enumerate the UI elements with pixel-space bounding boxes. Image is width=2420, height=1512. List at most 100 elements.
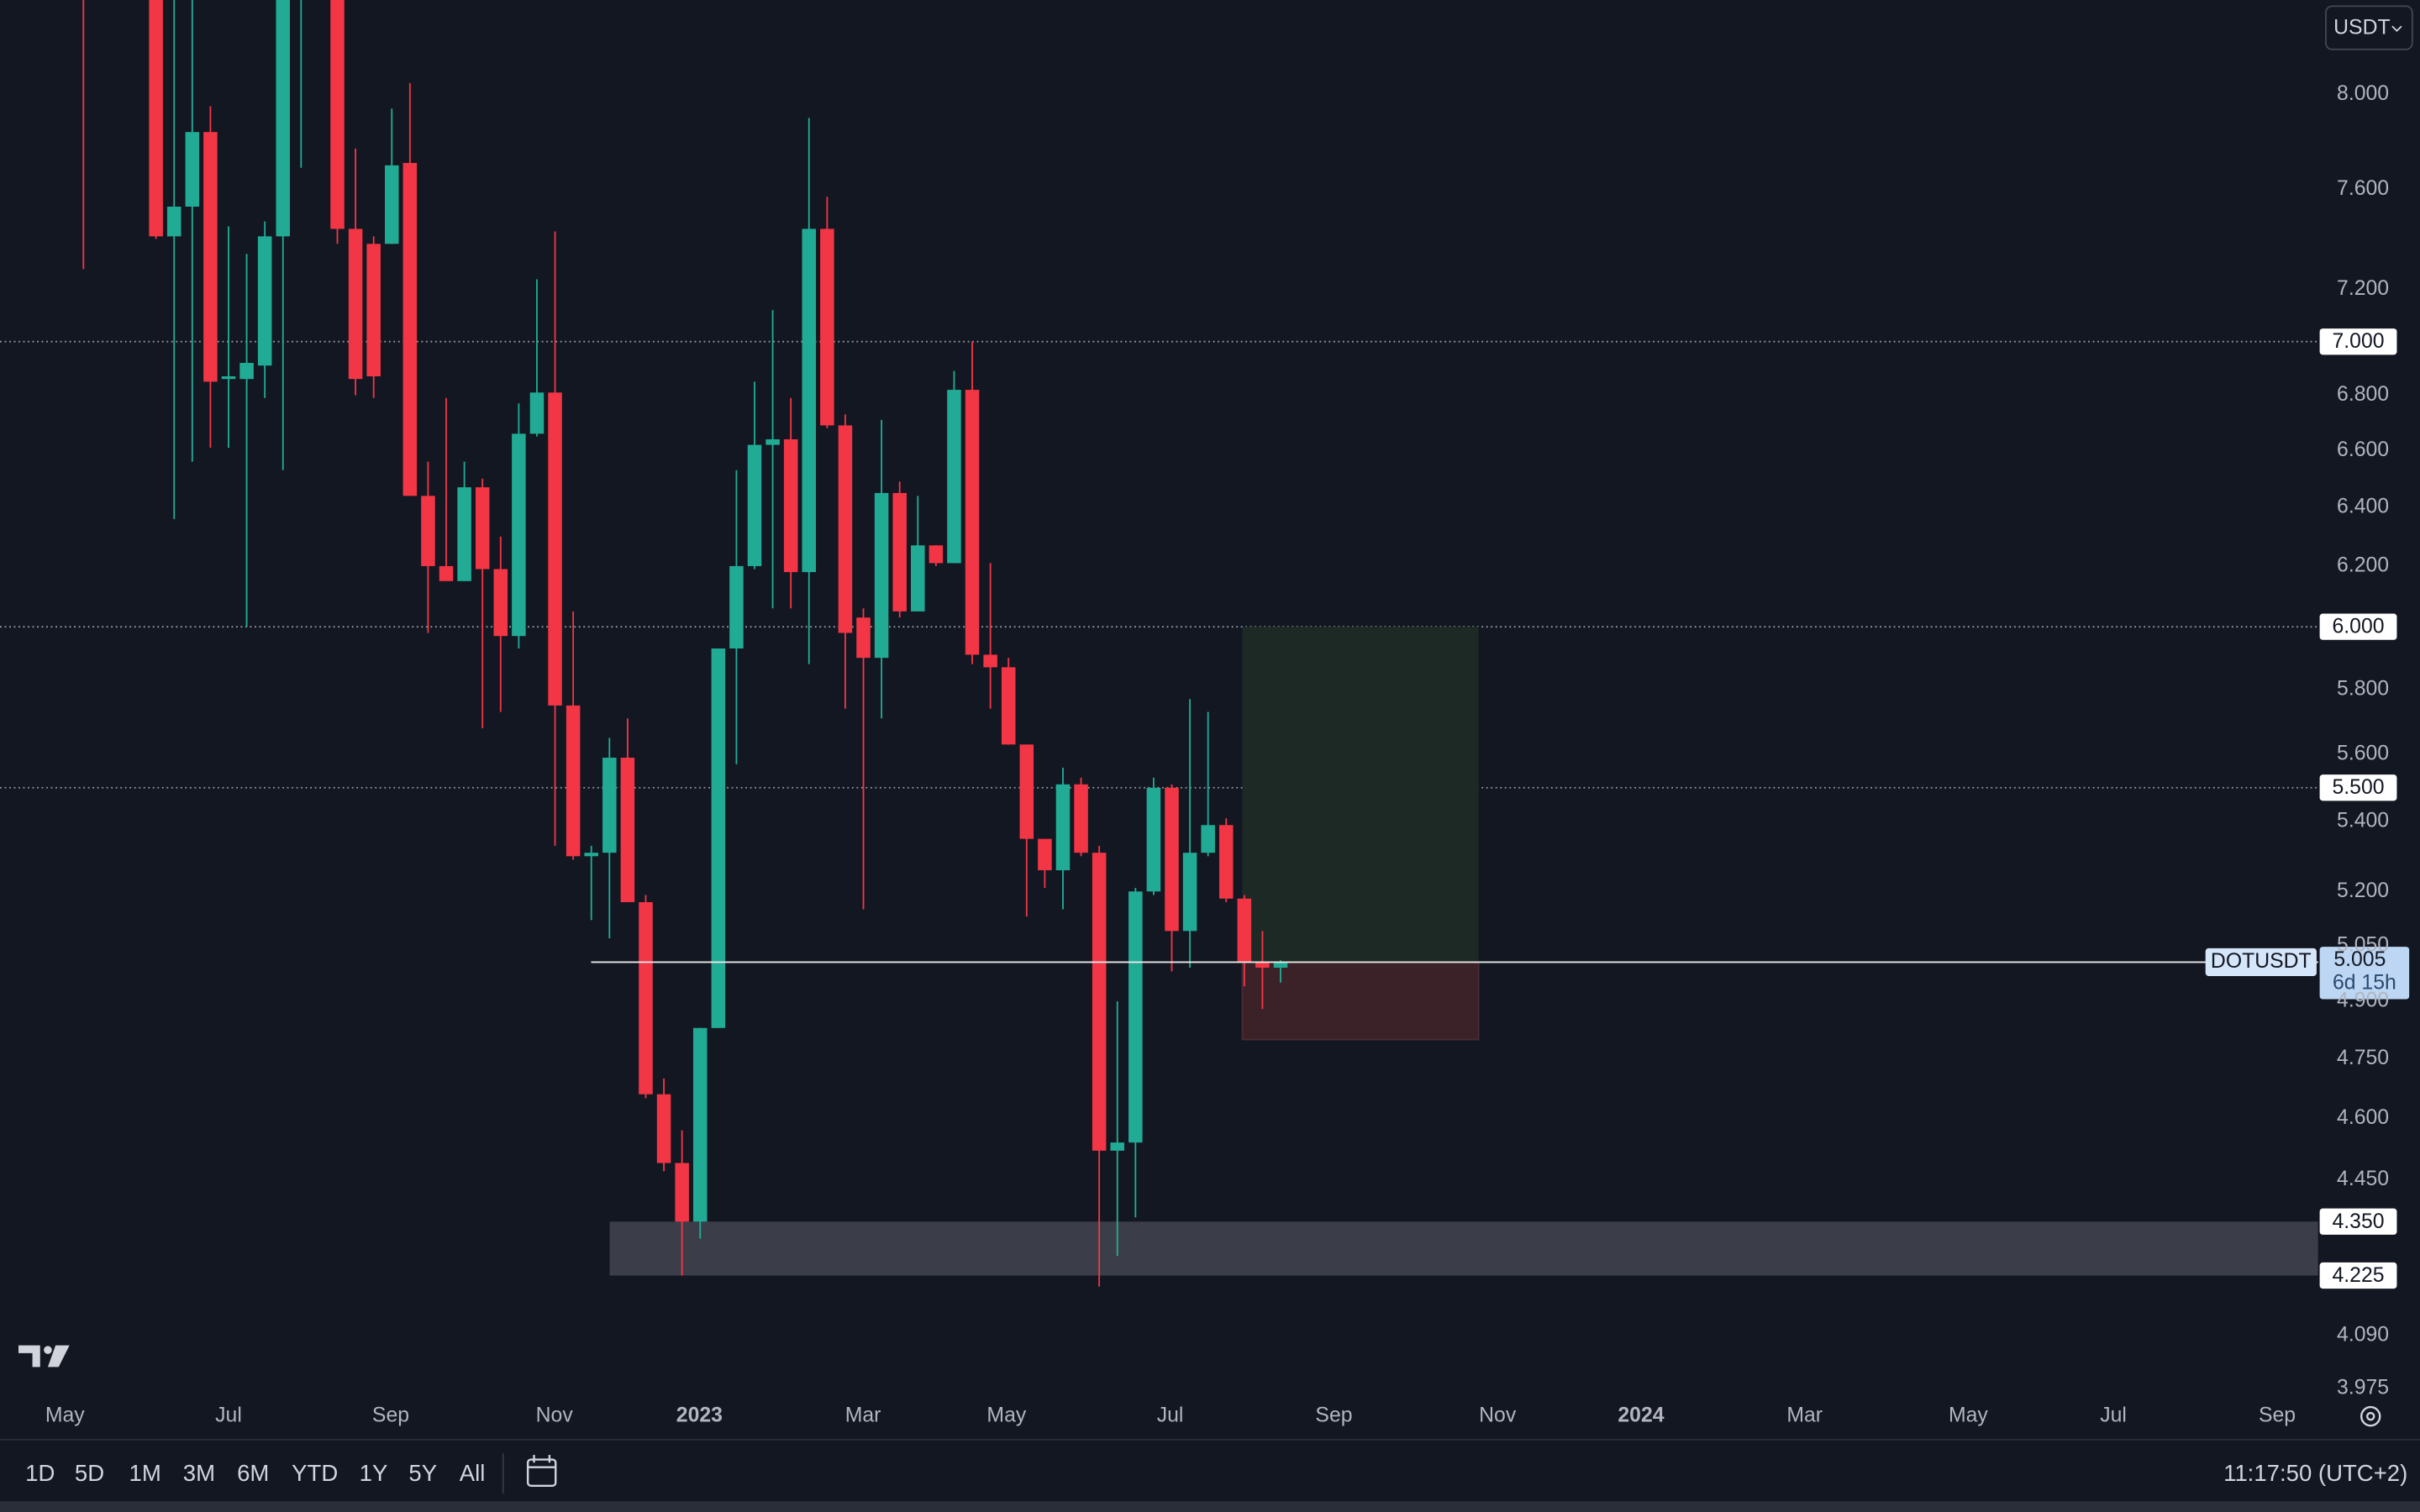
y-tick-label: 4.750 bbox=[2337, 1047, 2389, 1069]
position-target bbox=[1242, 627, 1479, 963]
candle-body bbox=[1218, 825, 1234, 899]
candle-body bbox=[529, 392, 544, 434]
candle-body bbox=[239, 363, 254, 380]
x-tick-label: Sep bbox=[2259, 1404, 2296, 1427]
currency-button[interactable] bbox=[2325, 5, 2413, 50]
candle-body bbox=[1146, 787, 1161, 892]
candle-body bbox=[911, 545, 925, 612]
candle-body bbox=[656, 1094, 671, 1163]
candle-body bbox=[1038, 838, 1052, 871]
candle-body bbox=[620, 758, 635, 903]
zone-bottom-label: 4.225 bbox=[2333, 1264, 2385, 1287]
candle-body bbox=[783, 438, 798, 573]
x-tick-label: Nov bbox=[1479, 1404, 1517, 1427]
candle-body bbox=[965, 390, 980, 655]
x-tick-label: May bbox=[45, 1404, 85, 1427]
overlay: 7.000 6.000 5.500 4.350 4.225 DOTUSDT 5.0056d … bbox=[591, 5, 2413, 1289]
candle-body bbox=[1201, 825, 1215, 853]
candle-body bbox=[276, 0, 291, 237]
clock: 11:17:50 (UTC+2) bbox=[2223, 1460, 2407, 1486]
candle-body bbox=[402, 162, 418, 496]
candle-body bbox=[1055, 784, 1071, 871]
candle-body bbox=[747, 444, 762, 566]
range-button[interactable]: 5Y bbox=[408, 1460, 437, 1486]
candle-body bbox=[512, 433, 526, 637]
zone-top-label-box bbox=[2319, 1208, 2397, 1235]
candle-body bbox=[1273, 962, 1288, 969]
candle-body bbox=[1165, 787, 1179, 932]
candle-body bbox=[566, 705, 581, 857]
level-label: 5.500 bbox=[2333, 776, 2385, 799]
candle-body bbox=[166, 206, 182, 237]
y-tick-label: 5.050 bbox=[2337, 933, 2389, 956]
range-button[interactable]: 1D bbox=[25, 1460, 55, 1486]
candle-body bbox=[493, 569, 508, 637]
countdown-label: 6d 15h bbox=[2333, 972, 2396, 995]
candle-body bbox=[838, 425, 853, 633]
candle-body bbox=[457, 487, 471, 581]
candle-body bbox=[983, 654, 997, 668]
candle-body bbox=[475, 487, 490, 570]
y-tick-label: 4.900 bbox=[2337, 990, 2389, 1012]
candle-body bbox=[185, 132, 200, 207]
candle-body bbox=[675, 1163, 689, 1222]
range-button[interactable]: 1Y bbox=[360, 1460, 388, 1486]
goto-date-icon[interactable] bbox=[526, 1455, 557, 1487]
level-label-box bbox=[2319, 774, 2397, 801]
y-tick-label: 5.600 bbox=[2337, 743, 2389, 765]
range-button[interactable]: 6M bbox=[237, 1460, 269, 1486]
candle-body bbox=[385, 165, 399, 244]
candle-body bbox=[1074, 784, 1088, 853]
candle-body bbox=[584, 853, 598, 857]
plot-area bbox=[0, 0, 2318, 1287]
candle-body bbox=[439, 565, 454, 581]
y-tick-label: 7.600 bbox=[2337, 177, 2389, 200]
candle-body bbox=[729, 565, 744, 648]
level-label: 7.000 bbox=[2333, 330, 2385, 353]
candle-body bbox=[1237, 898, 1252, 963]
x-tick-label: Jul bbox=[2100, 1404, 2127, 1427]
x-tick-label: Jul bbox=[215, 1404, 242, 1427]
candle-body bbox=[820, 228, 834, 426]
candle-body bbox=[330, 0, 345, 229]
x-tick-label: Jul bbox=[1157, 1404, 1184, 1427]
candle-body bbox=[947, 390, 961, 564]
candle-body bbox=[602, 758, 617, 853]
price-label: 5.005 bbox=[2333, 948, 2386, 971]
level-label: 6.000 bbox=[2333, 616, 2385, 638]
candle-body bbox=[692, 1027, 708, 1222]
y-tick-label: 8.000 bbox=[2337, 82, 2389, 105]
candle-body bbox=[149, 0, 163, 237]
candle-body bbox=[366, 244, 381, 376]
x-tick-label: Sep bbox=[372, 1404, 409, 1427]
range-button[interactable]: YTD bbox=[292, 1460, 338, 1486]
y-tick-label: 5.400 bbox=[2337, 810, 2389, 832]
range-button[interactable]: 3M bbox=[183, 1460, 215, 1486]
candle-body bbox=[1092, 853, 1107, 1151]
candle-body bbox=[892, 492, 907, 612]
candle-body bbox=[639, 902, 653, 1095]
y-tick-label: 7.200 bbox=[2337, 277, 2389, 300]
settings-icon[interactable] bbox=[2360, 1405, 2381, 1427]
support-zone bbox=[609, 1221, 2318, 1276]
y-tick-label: 6.800 bbox=[2337, 383, 2389, 406]
candle-body bbox=[856, 617, 871, 659]
range-button[interactable]: 1M bbox=[129, 1460, 161, 1486]
x-tick-label: Mar bbox=[845, 1404, 881, 1427]
y-tick-label: 4.450 bbox=[2337, 1168, 2389, 1190]
level-label-box bbox=[2319, 613, 2397, 640]
range-button[interactable]: All bbox=[460, 1460, 486, 1486]
currency-chevron bbox=[2391, 25, 2402, 33]
position-stop bbox=[1241, 961, 1480, 1041]
candle-body bbox=[203, 132, 218, 382]
range-button[interactable]: 5D bbox=[75, 1460, 104, 1486]
candle-body bbox=[221, 375, 236, 380]
level-label-box bbox=[2319, 328, 2397, 355]
symbol-label: DOTUSDT bbox=[2211, 950, 2312, 973]
y-tick-label: 4.600 bbox=[2337, 1106, 2389, 1129]
bottom-strip bbox=[0, 1501, 2420, 1512]
y-tick-label: 6.600 bbox=[2337, 438, 2389, 461]
candle-body bbox=[1110, 1142, 1125, 1151]
